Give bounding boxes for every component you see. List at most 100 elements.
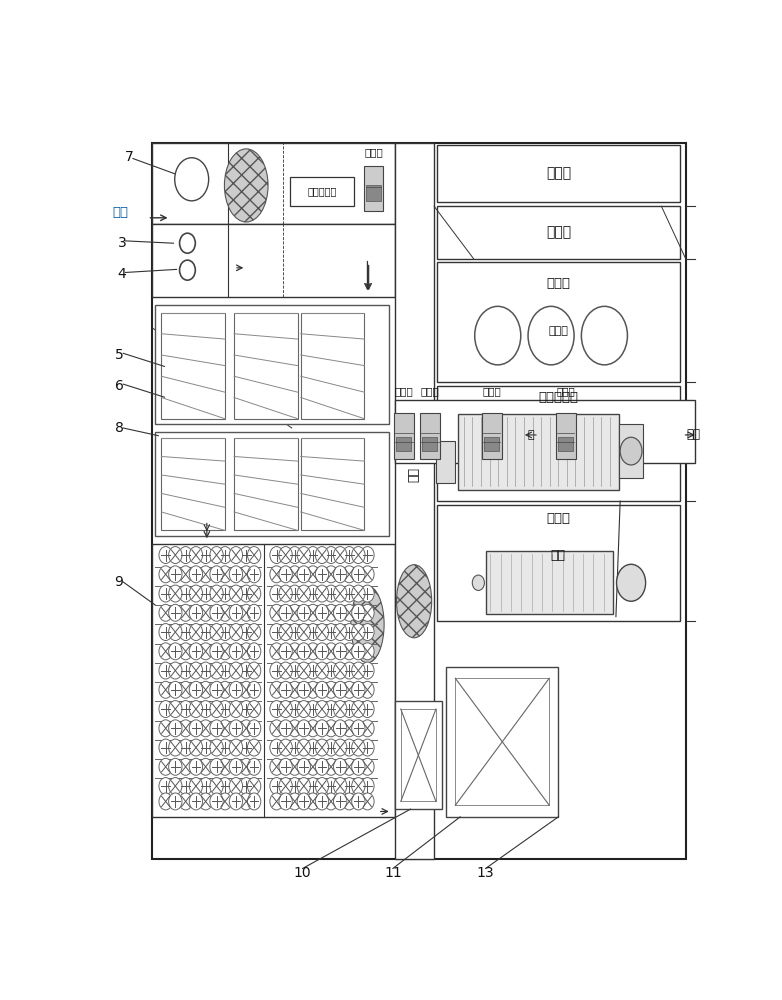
Circle shape [229,720,242,737]
Circle shape [270,547,283,564]
Circle shape [159,547,172,564]
Circle shape [210,547,223,564]
Circle shape [229,793,242,810]
Circle shape [297,604,310,621]
Circle shape [199,585,212,602]
Circle shape [315,739,328,756]
Circle shape [279,547,292,564]
Circle shape [315,778,328,795]
Bar [401,709,436,801]
Bar [395,143,434,859]
Circle shape [270,720,283,737]
Bar [152,143,395,224]
Circle shape [199,739,212,756]
Text: 加药间: 加药间 [547,277,570,290]
Circle shape [247,566,260,583]
Circle shape [325,720,338,737]
Text: 溶气泵: 溶气泵 [364,147,383,157]
Circle shape [297,758,310,775]
Circle shape [361,604,374,621]
Circle shape [239,624,253,641]
Circle shape [218,720,231,737]
Circle shape [159,778,172,795]
Text: 平台: 平台 [407,467,421,482]
Circle shape [169,793,182,810]
Circle shape [199,793,212,810]
Circle shape [218,566,231,583]
Circle shape [297,662,310,679]
Circle shape [325,566,338,583]
Circle shape [307,720,320,737]
Text: 3: 3 [117,236,127,250]
Circle shape [210,778,223,795]
Circle shape [159,701,172,718]
Bar [447,667,558,817]
Circle shape [169,720,182,737]
Circle shape [247,793,260,810]
Circle shape [288,585,301,602]
Circle shape [199,720,212,737]
Circle shape [179,720,192,737]
Text: 6: 6 [114,379,124,393]
Bar [234,438,298,530]
Circle shape [279,585,292,602]
Circle shape [189,662,203,679]
Circle shape [288,643,301,660]
Circle shape [169,701,182,718]
Circle shape [288,720,301,737]
Circle shape [361,643,374,660]
Circle shape [333,778,347,795]
Bar [364,166,382,211]
Circle shape [315,604,328,621]
Circle shape [352,624,365,641]
Circle shape [325,701,338,718]
Circle shape [229,643,242,660]
Circle shape [307,739,320,756]
Circle shape [581,306,627,365]
Circle shape [307,643,320,660]
Bar [436,441,455,483]
Circle shape [189,701,203,718]
Circle shape [179,681,192,698]
Circle shape [270,778,283,795]
Bar [437,145,680,202]
Text: 排水泵: 排水泵 [556,386,575,396]
Circle shape [333,624,347,641]
Text: 5: 5 [115,348,124,362]
Circle shape [279,643,292,660]
Circle shape [616,564,646,601]
Circle shape [361,793,374,810]
Circle shape [475,306,521,365]
Circle shape [333,604,347,621]
Circle shape [270,793,283,810]
Bar [482,413,502,459]
Circle shape [333,585,347,602]
Circle shape [270,585,283,602]
Circle shape [279,739,292,756]
Bar [301,312,364,419]
Circle shape [361,547,374,564]
Circle shape [270,643,283,660]
Circle shape [325,662,338,679]
Circle shape [315,566,328,583]
Circle shape [210,739,223,756]
Circle shape [361,739,374,756]
Circle shape [297,739,310,756]
Circle shape [325,793,338,810]
Circle shape [297,793,310,810]
Circle shape [218,778,231,795]
Circle shape [239,566,253,583]
Circle shape [218,624,231,641]
Circle shape [352,793,365,810]
Circle shape [352,720,365,737]
Circle shape [288,662,301,679]
Circle shape [169,758,182,775]
Circle shape [179,778,192,795]
Circle shape [333,720,347,737]
Circle shape [179,662,192,679]
Circle shape [247,643,260,660]
Circle shape [279,793,292,810]
Bar [437,206,680,259]
Circle shape [239,758,253,775]
Circle shape [325,604,338,621]
